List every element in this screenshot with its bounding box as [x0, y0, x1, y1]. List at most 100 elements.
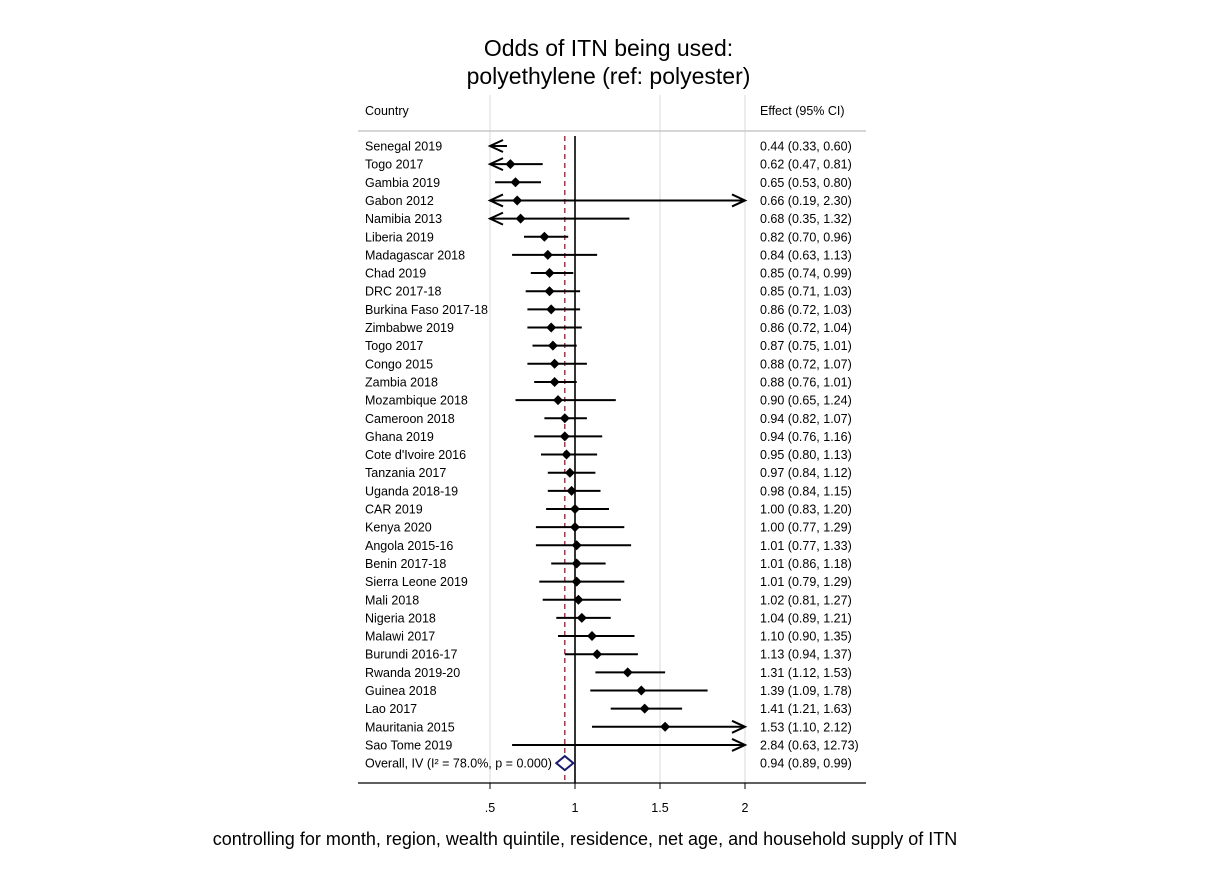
study-effect-text: 0.66 (0.19, 2.30): [760, 194, 852, 208]
overall-label: Overall, IV (I² = 78.0%, p = 0.000): [365, 757, 552, 771]
study-row: Kenya 2020 1.00 (0.77, 1.29): [365, 521, 852, 535]
study-row: Zimbabwe 2019 0.86 (0.72, 1.04): [365, 321, 852, 335]
x-axis: .5 1 1.5 2: [485, 783, 749, 815]
study-label: Burundi 2016-17: [365, 648, 457, 662]
study-label: Sao Tome 2019: [365, 738, 452, 752]
study-row: Congo 2015 0.88 (0.72, 1.07): [365, 357, 852, 371]
study-row: Mali 2018 1.02 (0.81, 1.27): [365, 593, 852, 607]
study-effect-text: 1.01 (0.77, 1.33): [760, 539, 852, 553]
study-row: Nigeria 2018 1.04 (0.89, 1.21): [365, 611, 852, 625]
study-label: Zambia 2018: [365, 375, 438, 389]
ci-arrow-left: [487, 193, 504, 208]
overall-row: Overall, IV (I² = 78.0%, p = 0.000) 0.94 …: [365, 754, 852, 772]
study-label: Sierra Leone 2019: [365, 575, 468, 589]
study-label: Chad 2019: [365, 267, 426, 281]
study-row: Gambia 2019 0.65 (0.53, 0.80): [365, 176, 852, 190]
study-label: Cote d'Ivoire 2016: [365, 448, 466, 462]
study-effect-text: 0.94 (0.82, 1.07): [760, 412, 852, 426]
study-row: Ghana 2019 0.94 (0.76, 1.16): [365, 430, 852, 444]
study-effect-text: 1.01 (0.79, 1.29): [760, 575, 852, 589]
ci-arrow-left: [487, 211, 504, 226]
point-estimate-marker: [576, 612, 587, 623]
point-estimate-marker: [553, 395, 563, 406]
study-effect-text: 0.86 (0.72, 1.04): [760, 321, 852, 335]
study-row: Rwanda 2019-20 1.31 (1.12, 1.53): [365, 666, 852, 680]
point-estimate-marker: [592, 649, 603, 660]
study-effect-text: 0.88 (0.76, 1.01): [760, 375, 852, 389]
study-effect-text: 1.41 (1.21, 1.63): [760, 702, 852, 716]
study-row: Namibia 2013 0.68 (0.35, 1.32): [365, 211, 852, 226]
study-label: Namibia 2013: [365, 212, 442, 226]
study-effect-text: 0.97 (0.84, 1.12): [760, 466, 852, 480]
study-row: Gabon 2012 0.66 (0.19, 2.30): [365, 193, 852, 208]
study-effect-text: 0.84 (0.63, 1.13): [760, 248, 852, 262]
study-label: DRC 2017-18: [365, 285, 441, 299]
study-effect-text: 1.04 (0.89, 1.21): [760, 611, 852, 625]
study-effect-text: 0.98 (0.84, 1.15): [760, 484, 852, 498]
point-estimate-marker: [571, 540, 582, 551]
study-row: CAR 2019 1.00 (0.83, 1.20): [365, 503, 852, 517]
ci-arrow-left: [487, 139, 504, 153]
study-row: Senegal 2019 0.44 (0.33, 0.60): [365, 139, 852, 154]
chart-title: Odds of ITN being used: polyethylene (re…: [0, 34, 1217, 90]
study-label: Cameroon 2018: [365, 412, 455, 426]
chart-caption: controlling for month, region, wealth qu…: [212, 829, 958, 849]
chart-title-line-2: polyethylene (ref: polyester): [466, 63, 751, 89]
study-row: DRC 2017-18 0.85 (0.71, 1.03): [365, 285, 852, 299]
study-row: Malawi 2017 1.10 (0.90, 1.35): [365, 630, 852, 644]
point-estimate-marker: [505, 159, 516, 170]
study-label: Congo 2015: [365, 357, 433, 371]
reference-lines: [564, 136, 576, 783]
study-label: Tanzania 2017: [365, 466, 446, 480]
point-estimate-marker: [570, 522, 580, 533]
study-label: Rwanda 2019-20: [365, 666, 460, 680]
point-estimate-marker: [549, 376, 560, 387]
study-rows: Senegal 2019 0.44 (0.33, 0.60) Togo 2017 0.…: [365, 139, 859, 772]
study-row: Chad 2019 0.85 (0.74, 0.99): [365, 267, 852, 281]
study-label: Mauritania 2015: [365, 720, 455, 734]
study-label: Kenya 2020: [365, 521, 432, 535]
point-estimate-marker: [549, 358, 560, 369]
point-estimate-marker: [573, 594, 584, 605]
study-effect-text: 1.00 (0.77, 1.29): [760, 521, 852, 535]
study-label: Mali 2018: [365, 593, 419, 607]
study-row: Togo 2017 0.87 (0.75, 1.01): [365, 339, 852, 353]
study-effect-text: 0.87 (0.75, 1.01): [760, 339, 852, 353]
study-label: Zimbabwe 2019: [365, 321, 454, 335]
study-row: Burkina Faso 2017-18 0.86 (0.72, 1.03): [365, 303, 852, 317]
study-row: Sao Tome 2019 2.84 (0.63, 12.73): [365, 738, 859, 752]
point-estimate-marker: [559, 431, 570, 442]
study-label: CAR 2019: [365, 503, 423, 517]
study-row: Guinea 2018 1.39 (1.09, 1.78): [365, 684, 852, 698]
study-effect-text: 2.84 (0.63, 12.73): [760, 738, 859, 752]
study-label: Togo 2017: [365, 339, 423, 353]
study-effect-text: 1.39 (1.09, 1.78): [760, 684, 852, 698]
study-row: Benin 2017-18 1.01 (0.86, 1.18): [365, 557, 852, 571]
header-country: Country: [365, 104, 410, 118]
study-effect-text: 0.44 (0.33, 0.60): [760, 140, 852, 154]
point-estimate-marker: [564, 467, 575, 478]
study-row: Mozambique 2018 0.90 (0.65, 1.24): [365, 394, 852, 408]
study-effect-text: 0.68 (0.35, 1.32): [760, 212, 852, 226]
study-effect-text: 1.31 (1.12, 1.53): [760, 666, 852, 680]
study-row: Zambia 2018 0.88 (0.76, 1.01): [365, 375, 852, 389]
point-estimate-marker: [559, 413, 570, 424]
x-tick-label: 2: [742, 801, 749, 815]
point-estimate-marker: [660, 721, 671, 732]
study-effect-text: 0.62 (0.47, 0.81): [760, 158, 852, 172]
study-label: Lao 2017: [365, 702, 417, 716]
study-row: Lao 2017 1.41 (1.21, 1.63): [365, 702, 852, 716]
study-label: Nigeria 2018: [365, 611, 436, 625]
ci-arrow-left: [487, 157, 504, 172]
point-estimate-marker: [510, 177, 521, 188]
study-row: Sierra Leone 2019 1.01 (0.79, 1.29): [365, 575, 852, 589]
point-estimate-marker: [542, 249, 553, 260]
point-estimate-marker: [566, 485, 577, 496]
study-effect-text: 0.88 (0.72, 1.07): [760, 357, 852, 371]
study-effect-text: 0.85 (0.71, 1.03): [760, 285, 852, 299]
point-estimate-marker: [571, 558, 582, 569]
study-row: Tanzania 2017 0.97 (0.84, 1.12): [365, 466, 852, 480]
study-row: Togo 2017 0.62 (0.47, 0.81): [365, 157, 852, 172]
point-estimate-marker: [512, 195, 523, 206]
